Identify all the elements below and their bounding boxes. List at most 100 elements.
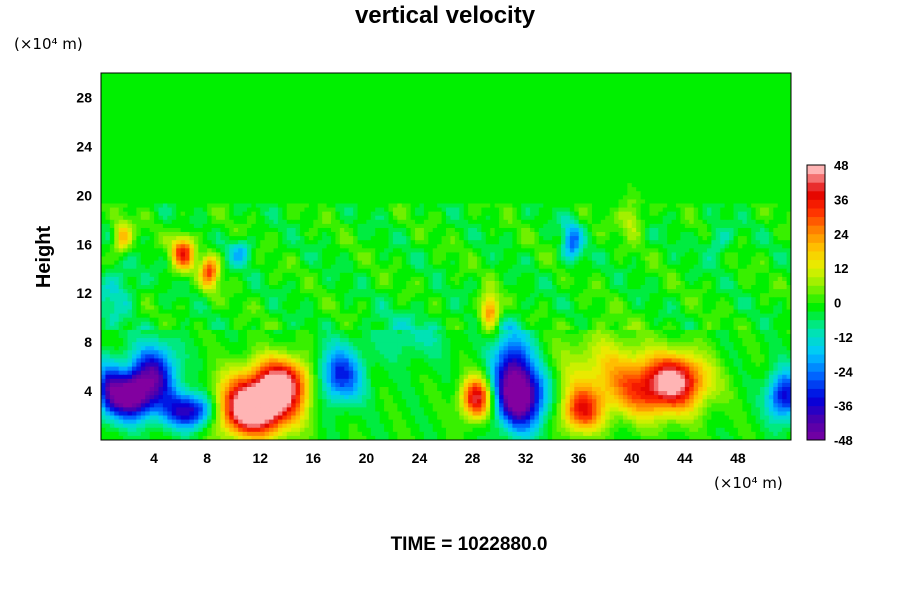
heatmap-cell [384,113,390,119]
heatmap-cell [636,73,642,78]
heatmap-cell [693,146,699,152]
heatmap-cell [684,81,690,86]
heatmap-cell [331,174,337,180]
heatmap-cell [295,166,301,172]
heatmap-cell [149,126,155,131]
heatmap-cell [432,174,438,180]
heatmap-cell [693,183,699,188]
heatmap-cell [149,191,155,196]
heatmap-cell [167,199,173,205]
heatmap-cell [304,97,310,103]
heatmap-cell [755,150,761,156]
heatmap-cell [401,93,407,99]
heatmap-cell [547,138,553,143]
heatmap-cell [392,146,398,152]
heatmap-cell [667,113,673,119]
heatmap-cell [605,150,611,156]
heatmap-cell [114,191,120,196]
heatmap-cell [600,174,606,180]
heatmap-cell [653,138,659,143]
heatmap-cell [291,150,297,156]
heatmap-cell [437,170,443,176]
heatmap-cell [516,158,522,164]
heatmap-cell [702,174,708,180]
heatmap-cell [667,142,673,147]
heatmap-cell [353,191,359,196]
heatmap-cell [216,109,222,115]
heatmap-cell [547,121,553,127]
heatmap-cell [742,142,748,147]
heatmap-cell [136,130,142,135]
heatmap-cell [485,89,491,94]
heatmap-cell [446,130,452,135]
heatmap-cell [167,179,173,184]
heatmap-cell [609,195,615,201]
heatmap-cell [574,134,580,139]
heatmap-cell [512,113,518,119]
heatmap-cell [706,134,712,139]
heatmap-cell [242,146,248,152]
heatmap-cell [525,138,531,143]
heatmap-cell [176,174,182,180]
heatmap-cell [742,138,748,143]
heatmap-cell [521,97,527,103]
heatmap-cell [468,179,474,184]
heatmap-cell [481,195,487,201]
heatmap-cell [538,150,544,156]
heatmap-cell [525,174,531,180]
heatmap-cell [180,73,186,78]
heatmap-cell [246,191,252,196]
heatmap-cell [454,183,460,188]
heatmap-cell [207,170,213,176]
heatmap-cell [472,97,478,103]
heatmap-cell [543,183,549,188]
heatmap-cell [317,73,323,78]
heatmap-cell [530,146,536,152]
heatmap-cell [556,142,562,147]
heatmap-cell [379,150,385,156]
heatmap-cell [715,150,721,156]
heatmap-cell [198,166,204,172]
heatmap-cell [361,166,367,172]
heatmap-cell [525,101,531,107]
heatmap-cell [782,191,788,196]
heatmap-cell [105,150,111,156]
heatmap-cell [706,170,712,176]
heatmap-cell [180,146,186,152]
heatmap-cell [450,97,456,103]
heatmap-cell [246,195,252,201]
heatmap-cell [220,89,226,94]
heatmap-cell [437,81,443,86]
heatmap-cell [631,138,637,143]
heatmap-cell [202,93,208,99]
heatmap-cell [167,142,173,147]
heatmap-cell [361,101,367,107]
heatmap-cell [233,195,239,201]
heatmap-cell [189,187,195,192]
heatmap-cell [534,109,540,115]
heatmap-cell [450,162,456,168]
heatmap-cell [618,101,624,107]
heatmap-cell [671,134,677,139]
heatmap-cell [238,93,244,99]
heatmap-cell [437,121,443,127]
heatmap-cell [357,81,363,86]
heatmap-cell [649,101,655,107]
heatmap-cell [176,134,182,139]
heatmap-cell [614,109,620,115]
heatmap-cell [202,130,208,135]
heatmap-cell [344,109,350,115]
heatmap-cell [193,81,199,86]
heatmap-cell [768,142,774,147]
heatmap-cell [432,179,438,184]
heatmap-cell [450,89,456,94]
heatmap-cell [189,158,195,164]
heatmap-cell [246,166,252,172]
heatmap-cell [357,134,363,139]
heatmap-cell [671,93,677,99]
heatmap-cell [233,130,239,135]
heatmap-cell [344,195,350,201]
heatmap-cell [512,174,518,180]
heatmap-cell [348,121,354,127]
heatmap-cell [485,73,491,78]
